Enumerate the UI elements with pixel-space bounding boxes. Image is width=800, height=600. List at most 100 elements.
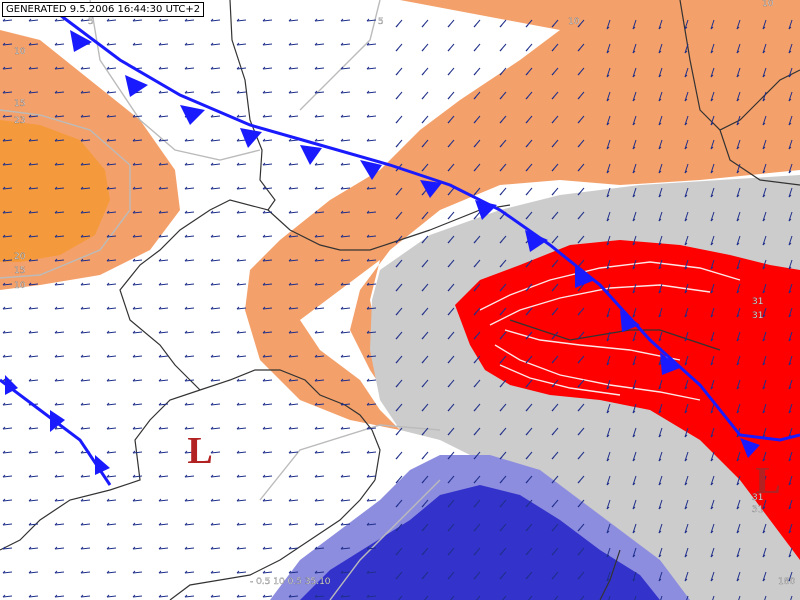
wind-arrow-head [80, 522, 84, 526]
wind-arrow [158, 571, 169, 574]
wind-arrow-head [314, 282, 318, 286]
wind-arrow [632, 331, 637, 342]
wind-arrow-head [54, 186, 58, 190]
wind-arrow [788, 379, 793, 390]
wind-arrow [28, 211, 39, 214]
wind-arrow-head [80, 138, 84, 142]
wind-arrow [106, 547, 117, 550]
wind-arrow-head [28, 90, 32, 94]
wind-arrow-head [184, 594, 188, 598]
wind-arrow-head [236, 186, 240, 190]
wind-arrow-head [684, 410, 688, 414]
wind-arrow-head [236, 474, 240, 478]
wind-arrow-head [80, 234, 84, 238]
wind-arrow [340, 187, 351, 190]
wind-arrow-head [314, 258, 318, 262]
wind-arrow [314, 331, 325, 334]
wind-arrow-head [132, 426, 136, 430]
wind-arrow-head [340, 90, 344, 94]
wind-arrow-head [473, 312, 477, 316]
wind-arrow-head [2, 258, 6, 262]
wind-arrow [28, 67, 39, 70]
wind-arrow-head [132, 474, 136, 478]
wind-arrow-head [106, 258, 110, 262]
wind-arrow [710, 139, 715, 150]
wind-arrow [366, 307, 377, 310]
contour-value-labels: 10 10 10 15 23 20 15 10 5 5 31 31 31 31 [14, 0, 774, 515]
wind-arrow-head [551, 552, 555, 556]
wind-arrow [762, 235, 767, 246]
wind-arrow [210, 67, 221, 70]
wind-arrow [366, 499, 377, 502]
wind-arrow [132, 499, 143, 502]
wind-arrow [738, 595, 741, 600]
wind-arrow-head [762, 362, 766, 366]
wind-arrow-head [762, 410, 766, 414]
wind-arrow [80, 163, 91, 166]
wind-arrow [684, 259, 689, 270]
wind-arrow [658, 331, 663, 342]
wind-arrow [658, 259, 663, 270]
wind-arrow [54, 355, 65, 358]
wind-arrow [236, 259, 247, 262]
wind-arrow-head [236, 234, 240, 238]
wind-arrow-head [236, 354, 240, 358]
wind-arrow-head [684, 506, 688, 510]
wind-arrow-head [710, 122, 714, 126]
wind-arrow-head [658, 26, 662, 30]
wind-arrow [184, 331, 195, 334]
wind-arrow-head [632, 434, 636, 438]
wind-arrow-head [288, 234, 292, 238]
wind-arrow-head [710, 362, 714, 366]
wind-arrow-head [577, 96, 581, 100]
wind-arrow-head [132, 450, 136, 454]
wind-arrow [606, 331, 611, 342]
wind-arrow [314, 307, 325, 310]
wind-arrow-head [2, 90, 6, 94]
wind-arrow-head [525, 72, 529, 76]
wind-arrow [132, 283, 143, 286]
wind-arrow-head [577, 192, 581, 196]
wind-arrow-head [736, 458, 740, 462]
wind-arrow-head [288, 474, 292, 478]
wind-arrow-head [788, 482, 792, 486]
wind-arrow-head [788, 554, 792, 558]
wind-arrow-head [288, 498, 292, 502]
wind-arrow-head [395, 24, 399, 28]
wind-arrow-head [158, 306, 162, 310]
wind-arrow-head [210, 210, 214, 214]
wind-arrow [712, 595, 715, 600]
wind-arrow-head [447, 360, 451, 364]
wind-arrow [762, 499, 767, 510]
wind-arrow [80, 475, 91, 478]
wind-arrow [788, 67, 793, 78]
wind-arrow-head [395, 504, 399, 508]
wind-arrow [132, 331, 143, 334]
wind-arrow-head [525, 144, 529, 148]
wind-arrow-head [473, 216, 477, 220]
wind-arrow-head [54, 210, 58, 214]
wind-arrow [710, 547, 715, 558]
wind-arrow-head [366, 426, 370, 430]
wind-arrow-head [788, 290, 792, 294]
wind-arrow [106, 91, 117, 94]
wind-arrow [736, 379, 741, 390]
wind-arrow-head [577, 360, 581, 364]
wind-arrow-head [132, 330, 136, 334]
wind-arrow-head [158, 426, 162, 430]
wind-arrow [262, 211, 273, 214]
wind-arrow-head [710, 554, 714, 558]
wind-arrow [606, 547, 611, 558]
wind-arrow-head [551, 72, 555, 76]
wind-arrow-head [525, 432, 529, 436]
wind-arrow [28, 91, 39, 94]
wind-arrow [106, 211, 117, 214]
wind-arrow [314, 115, 325, 118]
wind-arrow-head [132, 234, 136, 238]
wind-arrow-head [262, 498, 266, 502]
wind-arrow-head [684, 434, 688, 438]
wind-arrow-head [710, 530, 714, 534]
wind-arrow-head [28, 282, 32, 286]
wind-arrow [788, 187, 793, 198]
